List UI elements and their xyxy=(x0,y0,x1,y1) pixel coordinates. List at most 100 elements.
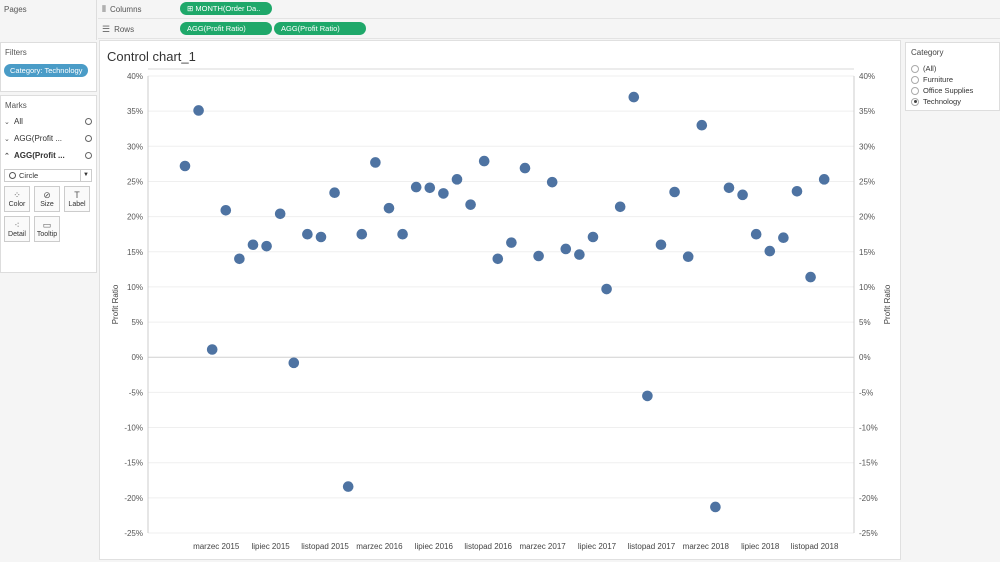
chevron-down-icon[interactable]: ⌄ xyxy=(4,135,10,143)
dropdown-arrow-icon[interactable]: ▼ xyxy=(80,170,91,181)
month-order-date-pill[interactable]: ⊞ MONTH(Order Da.. xyxy=(180,2,272,15)
data-point[interactable] xyxy=(329,187,340,199)
data-point[interactable] xyxy=(791,186,803,197)
legend-title: Category xyxy=(911,48,944,57)
data-point[interactable] xyxy=(274,208,286,220)
legend-option-label: Technology xyxy=(923,97,961,106)
legend-option-furniture[interactable]: Furniture xyxy=(911,74,953,85)
data-point[interactable] xyxy=(179,160,191,172)
data-point[interactable] xyxy=(737,189,748,201)
data-point[interactable] xyxy=(492,253,504,265)
data-point[interactable] xyxy=(465,199,476,210)
legend-option-office-supplies[interactable]: Office Supplies xyxy=(911,85,973,96)
y-tick-label-right: 10% xyxy=(859,283,875,292)
y-tick-label-right: -20% xyxy=(859,494,878,503)
data-point[interactable] xyxy=(356,228,368,240)
data-point[interactable] xyxy=(628,91,640,103)
radio-button[interactable] xyxy=(911,75,919,84)
data-point[interactable] xyxy=(234,253,245,265)
month-order-date-pill-text: MONTH(Order Da.. xyxy=(195,4,261,13)
data-point[interactable] xyxy=(424,182,436,194)
legend-option-label: (All) xyxy=(923,64,937,73)
marks-card-profit-1[interactable]: ⌄ AGG(Profit ... xyxy=(4,131,94,146)
legend-option-all[interactable]: (All) xyxy=(911,63,936,74)
rows-shelf[interactable]: ☰ Rows AGG(Profit Ratio) AGG(Profit Rati… xyxy=(98,20,1000,39)
y-tick-label-left: -5% xyxy=(129,388,143,397)
x-tick-label: listopad 2017 xyxy=(628,542,676,551)
data-point[interactable] xyxy=(247,239,259,251)
radio-button[interactable] xyxy=(911,97,919,106)
x-tick-label: lipiec 2016 xyxy=(415,542,454,551)
detail-dots-icon: ⁖ xyxy=(14,220,20,230)
y-tick-label-right: -25% xyxy=(859,529,878,538)
category-legend: Category (All) Furniture Office Supplies Te… xyxy=(905,42,1000,111)
data-point[interactable] xyxy=(206,344,218,355)
profit-ratio-pill-2[interactable]: AGG(Profit Ratio) xyxy=(274,22,366,35)
size-button[interactable]: ⊘ Size xyxy=(34,186,60,212)
data-point[interactable] xyxy=(410,181,422,193)
radio-button[interactable] xyxy=(911,64,919,73)
data-point[interactable] xyxy=(533,250,544,262)
marks-card-profit-2[interactable]: ⌃ AGG(Profit ... xyxy=(4,148,94,163)
data-point[interactable] xyxy=(220,204,232,216)
marks-card-profit-2-label: AGG(Profit ... xyxy=(14,151,65,160)
data-point[interactable] xyxy=(669,186,680,198)
data-point[interactable] xyxy=(696,119,708,131)
legend-option-technology[interactable]: Technology xyxy=(911,96,961,107)
data-point[interactable] xyxy=(818,174,830,185)
data-point[interactable] xyxy=(778,232,789,244)
y-tick-label-right: 20% xyxy=(859,213,875,222)
detail-button[interactable]: ⁖ Detail xyxy=(4,216,30,242)
data-point[interactable] xyxy=(750,228,762,240)
tooltip-button[interactable]: ▭ Tooltip xyxy=(34,216,60,242)
data-point[interactable] xyxy=(370,157,381,168)
y-tick-label-right: 0% xyxy=(859,353,871,362)
data-point[interactable] xyxy=(546,176,558,188)
y-tick-label-right: -15% xyxy=(859,459,878,468)
data-point[interactable] xyxy=(574,249,585,260)
data-point[interactable] xyxy=(587,231,599,243)
columns-shelf[interactable]: ⦀ Columns ⊞ MONTH(Order Da.. xyxy=(98,0,1000,19)
data-point[interactable] xyxy=(506,237,517,248)
filters-pane[interactable]: Filters Category: Technology xyxy=(0,42,97,92)
y-axis-title-right: Profit Ratio xyxy=(883,284,892,324)
data-point[interactable] xyxy=(261,240,272,252)
data-point[interactable] xyxy=(601,283,612,295)
color-button[interactable]: ⁘ Color xyxy=(4,186,30,212)
label-button[interactable]: T Label xyxy=(64,186,90,212)
profit-ratio-pill-1[interactable]: AGG(Profit Ratio) xyxy=(180,22,272,35)
data-point[interactable] xyxy=(614,201,626,213)
marks-title: Marks xyxy=(5,101,27,110)
data-point[interactable] xyxy=(302,228,313,240)
data-point[interactable] xyxy=(193,105,204,116)
data-point[interactable] xyxy=(315,231,327,243)
data-point[interactable] xyxy=(682,251,694,262)
data-point[interactable] xyxy=(723,182,735,194)
chart-pane[interactable]: Control chart_1 -25% -25% -20% -20% -15% -15%… xyxy=(99,40,901,560)
chevron-up-icon[interactable]: ⌃ xyxy=(4,152,10,160)
data-point[interactable] xyxy=(478,155,490,167)
mark-type-value: Circle xyxy=(19,171,39,180)
data-point[interactable] xyxy=(655,239,667,251)
marks-card-all[interactable]: ⌄ All xyxy=(4,114,94,129)
data-point[interactable] xyxy=(642,390,653,402)
data-point[interactable] xyxy=(805,271,816,283)
data-point[interactable] xyxy=(342,481,354,492)
data-point[interactable] xyxy=(397,228,408,240)
pages-pane[interactable]: Pages xyxy=(0,0,97,40)
data-point[interactable] xyxy=(560,243,572,255)
data-point[interactable] xyxy=(438,188,449,199)
data-point[interactable] xyxy=(764,245,776,257)
radio-button[interactable] xyxy=(911,86,919,95)
data-point[interactable] xyxy=(451,174,463,185)
chevron-down-icon[interactable]: ⌄ xyxy=(4,118,10,126)
data-point[interactable] xyxy=(383,202,395,214)
data-point[interactable] xyxy=(710,501,721,513)
data-point[interactable] xyxy=(519,162,531,174)
data-point[interactable] xyxy=(288,357,300,369)
mark-type-dropdown[interactable]: Circle ▼ xyxy=(4,169,92,182)
control-chart[interactable]: -25% -25% -20% -20% -15% -15% -10% -10% -5% -5% 0%… xyxy=(100,41,902,561)
category-filter-pill[interactable]: Category: Technology xyxy=(4,64,89,77)
legend-option-label: Furniture xyxy=(923,75,954,84)
detail-button-label: Detail xyxy=(8,231,26,238)
